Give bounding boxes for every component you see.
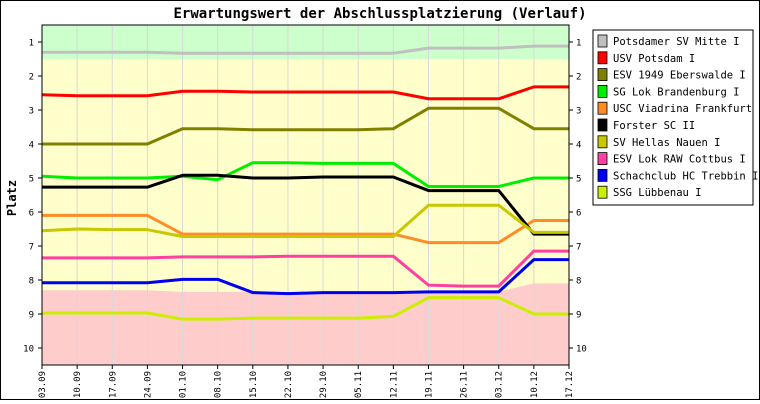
legend-box xyxy=(592,29,754,206)
x-tick-label: 12.11 xyxy=(389,371,399,398)
plot-frame xyxy=(41,24,570,366)
x-tick-label: 19.11 xyxy=(424,371,434,398)
legend-label: Forster SC II xyxy=(613,120,695,132)
series-line-2 xyxy=(42,106,569,146)
x-tick-label: 03.12 xyxy=(495,371,505,398)
x-tick-label: 10.12 xyxy=(530,371,540,398)
y-ticks-right: 1 2 3 4 5 6 7 8 9 10 xyxy=(569,39,587,355)
legend-label: ESV 1949 Eberswalde I xyxy=(613,70,746,82)
series-line-6 xyxy=(41,203,569,238)
legend-swatch xyxy=(597,101,608,115)
y-tick-label: 9 xyxy=(29,311,34,321)
chart-title: Erwartungswert der Abschlussplatzierung … xyxy=(173,6,586,22)
legend-swatch xyxy=(597,68,608,81)
legend-label: USV Potsdam I xyxy=(613,53,695,65)
legend-swatch xyxy=(597,185,608,199)
y-tick-label: 1 xyxy=(29,39,34,49)
legend-label: USC Viadrina Frankfurt xyxy=(613,103,752,115)
series-lines xyxy=(41,44,569,321)
y-tick-label-right: 4 xyxy=(576,141,581,151)
series-line-9 xyxy=(42,296,569,321)
x-tick-label: 17.09 xyxy=(108,371,118,398)
legend-swatch xyxy=(597,85,608,98)
x-tick-label: 08.10 xyxy=(214,371,224,398)
y-tick-label: 2 xyxy=(29,73,34,83)
legend-swatch xyxy=(597,168,608,182)
y-tick-label-right: 2 xyxy=(576,73,581,83)
series-line-5 xyxy=(42,173,569,236)
y-tick-label-right: 7 xyxy=(576,243,581,253)
series-line-7 xyxy=(42,249,569,288)
x-tick-label: 24.09 xyxy=(143,371,153,398)
legend-label: SV Hellas Nauen I xyxy=(613,137,720,149)
x-tick-label: 26.11 xyxy=(460,371,470,398)
x-tick-label: 03.09 xyxy=(38,371,48,398)
legend-label: SG Lok Brandenburg I xyxy=(613,86,739,98)
y-tick-label-right: 6 xyxy=(576,209,581,219)
zone-0 xyxy=(42,25,569,59)
x-tick-label: 01.10 xyxy=(179,371,189,398)
grid-lines xyxy=(76,25,535,365)
legend-swatch xyxy=(597,135,608,149)
y-ticks-left: 1 2 3 4 5 6 7 8 9 10 xyxy=(23,39,42,355)
legend-label: Schachclub HC Trebbin I xyxy=(613,170,758,182)
series-line-8 xyxy=(42,258,569,296)
y-axis-label: Platz xyxy=(5,180,19,216)
legend-swatch xyxy=(597,34,608,48)
legend-label: Potsdamer SV Mitte I xyxy=(613,36,739,48)
series-line-3 xyxy=(41,161,569,188)
y-tick-label: 7 xyxy=(29,243,34,253)
series-line-4 xyxy=(42,213,569,245)
legend-label: ESV Lok RAW Cottbus I xyxy=(613,154,746,166)
series-line-1 xyxy=(41,85,569,101)
x-tick-label: 05.11 xyxy=(354,371,364,398)
x-tick-label: 17.12 xyxy=(565,371,575,398)
legend-swatch xyxy=(597,152,608,166)
y-tick-label-right: 8 xyxy=(576,277,581,287)
y-tick-label: 5 xyxy=(29,175,34,185)
x-tick-label: 15.10 xyxy=(249,371,259,398)
x-tick-label: 29.10 xyxy=(319,371,329,398)
y-tick-label: 3 xyxy=(29,107,34,117)
zone-2 xyxy=(42,283,569,365)
y-tick-label-right: 3 xyxy=(576,107,581,117)
y-tick-label: 10 xyxy=(23,345,34,355)
legend-swatch xyxy=(597,51,608,65)
y-tick-label-right: 10 xyxy=(576,345,587,355)
y-tick-label-right: 9 xyxy=(576,311,581,321)
legend-swatch xyxy=(597,118,608,132)
y-tick-label: 8 xyxy=(29,277,34,287)
x-tick-label: 22.10 xyxy=(284,371,294,398)
y-tick-label-right: 1 xyxy=(576,39,581,49)
legend: Potsdamer SV Mitte I USV Potsdam I ESV 194… xyxy=(592,29,758,206)
y-tick-label: 6 xyxy=(29,209,34,219)
y-tick-label-right: 5 xyxy=(576,175,581,185)
x-tick-label: 10.09 xyxy=(73,371,83,398)
legend-label: SSG Lübbenau I xyxy=(613,187,702,199)
y-tick-label: 4 xyxy=(29,141,34,151)
series-line-0 xyxy=(42,44,569,55)
x-ticks: 03.09 10.09 17.09 24.09 01.10 08.10 15.10 22.10… xyxy=(38,365,575,398)
